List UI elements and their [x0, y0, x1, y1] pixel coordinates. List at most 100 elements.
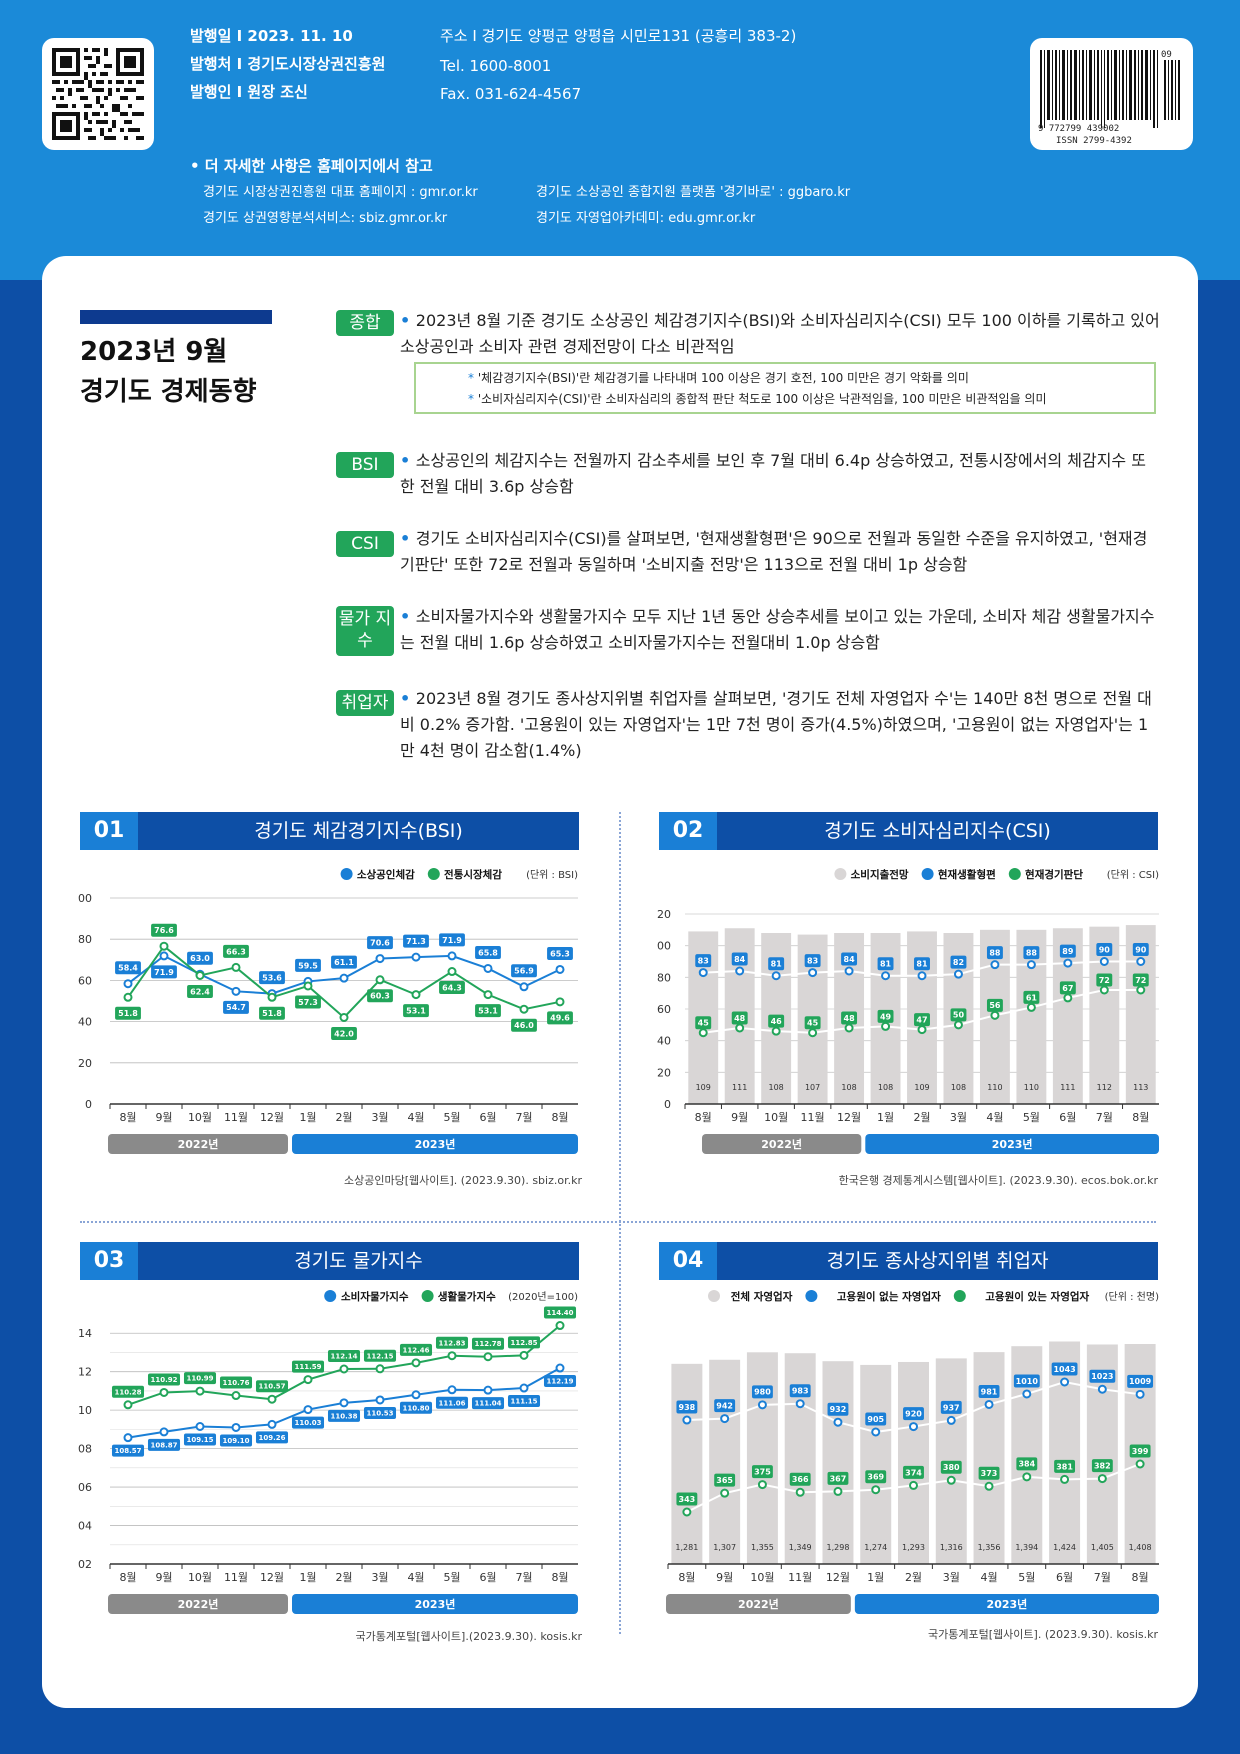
more-info-heading: • 더 자세한 사항은 홈페이지에서 참고: [190, 157, 433, 175]
data-point: [159, 941, 169, 951]
legend-label: 소비지출전망: [851, 868, 909, 881]
data-label-bg: [1054, 1459, 1076, 1473]
chart-02-source: 한국은행 경제통계시스템[웹사이트]. (2023.9.30). ecos.bo…: [838, 1174, 1158, 1187]
data-label: 48: [844, 1014, 856, 1023]
x-tick-label: 6월: [479, 1571, 496, 1584]
data-point: [1135, 1459, 1145, 1469]
link-edu[interactable]: 경기도 자영업아카데미: edu.gmr.or.kr: [536, 211, 756, 226]
data-label: 57.3: [298, 998, 318, 1007]
data-label-bg: [804, 1016, 821, 1030]
x-tick-label: 10월: [188, 1571, 212, 1584]
data-point: [375, 954, 385, 964]
chart-03-plot: (2020년=100) 생활물가지수 소비자물가지수 102 104 106 108 110 1…: [78, 1290, 578, 1614]
link-sbiz[interactable]: 경기도 상권영향분석서비스: sbiz.gmr.or.kr: [203, 211, 448, 226]
x-tick-label: 8월: [551, 1111, 568, 1124]
data-point: [483, 963, 493, 973]
data-point: [267, 1394, 277, 1404]
data-label: 112.46: [402, 1346, 429, 1354]
data-label-bg: [1059, 944, 1076, 958]
data-point: [946, 1415, 956, 1425]
y-tick-label: 80: [657, 971, 671, 984]
data-label: 110.03: [294, 1419, 321, 1427]
link-ggbaro[interactable]: 경기도 소상공인 종합지원 플랫폼 '경기바로' : ggbaro.kr: [536, 185, 851, 200]
data-label-bg: [291, 1360, 325, 1373]
data-label: 71.9: [442, 936, 462, 945]
data-point: [881, 1021, 891, 1031]
x-tick-label: 4월: [986, 1111, 1003, 1124]
qr-code[interactable]: [42, 38, 154, 150]
y-tick-label: 40: [657, 1035, 671, 1048]
data-point: [231, 986, 241, 996]
data-point: [881, 971, 891, 981]
data-point: [123, 1400, 133, 1410]
homepage-links-right: 경기도 소상공인 종합지원 플랫폼 '경기바로' : ggbaro.kr 경기도…: [536, 180, 850, 232]
data-point: [339, 973, 349, 983]
x-tick-label: 5월: [1018, 1571, 1035, 1584]
data-label: 905: [867, 1415, 884, 1424]
data-label-bg: [676, 1400, 698, 1414]
data-point: [953, 969, 963, 979]
legend-swatch: [921, 868, 934, 880]
data-label: 58.4: [118, 964, 138, 973]
price-text: 소비자물가지수와 생활물가지수 모두 지난 1년 동안 상승추세를 보이고 있는…: [400, 607, 1155, 652]
data-label: 45: [698, 1019, 710, 1028]
year-bar-2022: [108, 1594, 288, 1614]
x-tick-label: 5월: [1023, 1111, 1040, 1124]
data-point: [159, 1427, 169, 1437]
bar-value-label: 1,281: [675, 1543, 698, 1552]
data-label-bg: [435, 1396, 469, 1409]
year-label: 2023년: [415, 1137, 456, 1151]
data-label-bg: [403, 1004, 429, 1018]
year-label: 2022년: [761, 1137, 802, 1151]
data-point: [844, 1023, 854, 1033]
bar-value-label: 110: [1024, 1083, 1039, 1092]
data-label-bg: [511, 1018, 537, 1032]
data-point: [698, 968, 708, 978]
legend-swatch: [805, 1290, 818, 1302]
x-tick-label: 7월: [1094, 1571, 1111, 1584]
data-label: 367: [830, 1474, 847, 1483]
x-tick-label: 9월: [731, 1111, 748, 1124]
bar-value-label: 1,293: [902, 1543, 925, 1552]
data-label-bg: [475, 1004, 501, 1018]
data-label-bg: [914, 1013, 930, 1027]
data-point: [483, 1385, 493, 1395]
data-point: [771, 1026, 781, 1036]
data-label: 65.8: [478, 948, 498, 957]
data-label-bg: [547, 1011, 573, 1025]
chart-02-title: 경기도 소비자심리지수(CSI): [824, 820, 1051, 842]
data-point: [519, 1004, 529, 1014]
data-point: [123, 1433, 133, 1443]
data-point: [833, 1486, 843, 1496]
issn: ISSN 2799-4392: [1056, 136, 1132, 146]
data-label-bg: [1096, 943, 1113, 956]
data-point: [698, 1028, 708, 1038]
legend-label: 전체 자영업자: [731, 1290, 793, 1303]
data-point: [984, 1481, 994, 1491]
data-label-bg: [903, 1407, 924, 1421]
data-point: [808, 1028, 818, 1038]
x-tick-label: 3월: [371, 1571, 388, 1584]
issue-date: 발행일 I 2023. 11. 10: [190, 27, 353, 45]
data-point: [267, 992, 277, 1002]
tag-price-index: 물가 지수: [336, 606, 394, 656]
data-point: [795, 1399, 805, 1409]
link-gmr[interactable]: 경기도 시장상권진흥원 대표 홈페이지 : gmr.or.kr: [203, 185, 478, 200]
data-point: [795, 1487, 805, 1497]
data-label: 51.8: [118, 1009, 138, 1018]
data-label-bg: [367, 989, 393, 1003]
data-label-bg: [1127, 1374, 1154, 1388]
data-label-bg: [507, 1395, 541, 1408]
data-label-bg: [259, 971, 285, 985]
data-point: [123, 979, 133, 989]
data-point: [339, 1398, 349, 1408]
data-label: 71.9: [154, 968, 174, 977]
data-label: 112.15: [366, 1352, 393, 1360]
data-point: [555, 964, 565, 974]
data-label-bg: [219, 1376, 253, 1389]
data-label-bg: [147, 1438, 181, 1451]
data-label-bg: [731, 952, 748, 966]
year-bar-2023: [865, 1134, 1159, 1154]
data-point: [519, 1383, 529, 1393]
x-tick-label: 8월: [551, 1571, 568, 1584]
